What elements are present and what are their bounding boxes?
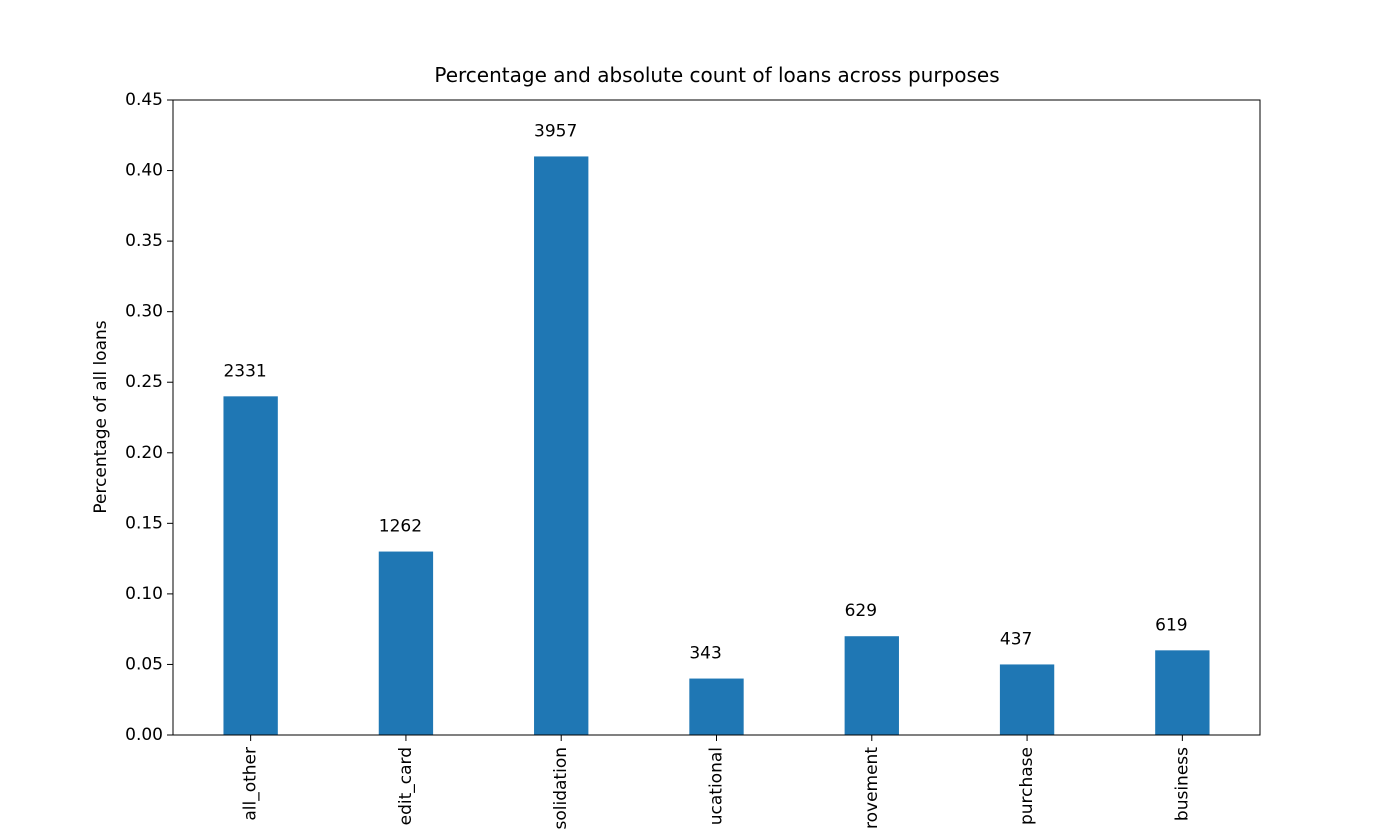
y-tick-label: 0.10: [125, 584, 163, 604]
data-label: 629: [845, 601, 877, 621]
y-axis-label: Percentage of all loans: [91, 320, 111, 513]
data-label: 1262: [379, 517, 422, 537]
x-tick-label: ucational: [707, 747, 727, 825]
x-tick-label: rovement: [862, 747, 882, 829]
bar: [844, 636, 899, 735]
y-tick-label: 0.20: [125, 443, 163, 463]
bar: [223, 396, 278, 735]
bar: [378, 551, 434, 735]
chart-title: Percentage and absolute count of loans a…: [434, 63, 999, 87]
data-label: 2331: [223, 361, 266, 381]
y-tick-label: 0.00: [125, 725, 163, 745]
data-label: 343: [689, 644, 721, 664]
x-tick-label: all_other: [241, 747, 261, 821]
bar: [689, 678, 744, 735]
x-tick-label: business: [1172, 747, 1192, 821]
y-tick-label: 0.35: [125, 231, 163, 251]
bar: [1155, 650, 1210, 735]
y-tick-label: 0.15: [125, 513, 163, 533]
bar: [534, 156, 589, 735]
x-tick-label: solidation: [551, 747, 571, 829]
data-label: 437: [1000, 629, 1032, 649]
plot-frame: [172, 99, 1261, 736]
y-tick-label: 0.40: [125, 161, 163, 181]
x-tick-label: edit_card: [396, 747, 416, 825]
y-tick-label: 0.45: [125, 90, 163, 110]
bar: [999, 664, 1055, 735]
y-tick-label: 0.05: [125, 654, 163, 674]
data-label: 619: [1155, 615, 1187, 635]
data-label: 3957: [534, 121, 577, 141]
y-tick-label: 0.30: [125, 302, 163, 322]
x-tick-label: purchase: [1017, 747, 1037, 825]
y-tick-label: 0.25: [125, 372, 163, 392]
